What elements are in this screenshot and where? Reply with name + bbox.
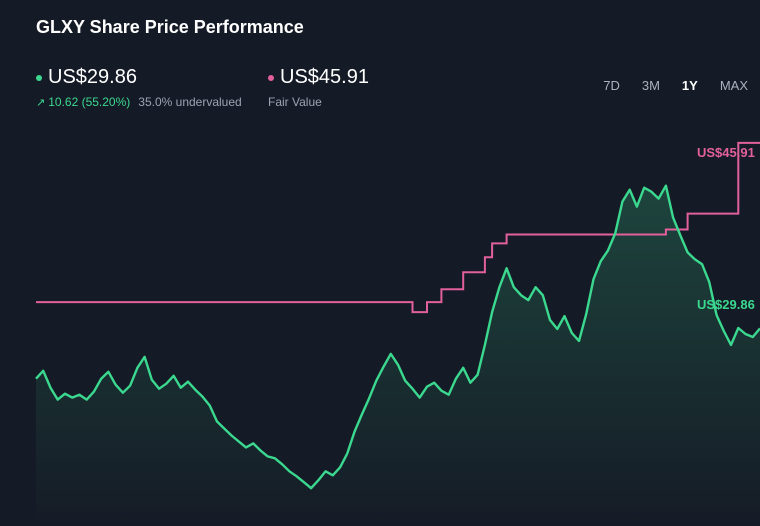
period-max[interactable]: MAX: [719, 78, 748, 93]
current-price: US$29.86: [48, 66, 137, 88]
fair-value-end-label: US$45.91: [697, 145, 755, 160]
period-selector: 7D 3M 1Y MAX: [603, 78, 748, 93]
period-3m[interactable]: 3M: [641, 78, 660, 93]
chart-title: GLXY Share Price Performance: [36, 17, 304, 37]
share-price-end-label: US$29.86: [697, 297, 755, 312]
fair-value-dot: [268, 74, 274, 81]
share-price-line: [35, 184, 760, 490]
price-change: ↗ 10.62 (55.20%): [36, 95, 130, 109]
fair-value-price: US$45.91: [280, 66, 369, 88]
period-7d[interactable]: 7D: [603, 78, 620, 93]
fair-value-block: US$45.91 Fair Value: [268, 66, 369, 109]
price-area-fill: [36, 185, 760, 526]
arrow-up-right-icon: ↗: [36, 96, 46, 109]
price-change-value: 10.62 (55.20%): [48, 95, 131, 109]
fair-value-line: [36, 141, 760, 314]
fair-value-label: Fair Value: [268, 95, 322, 109]
current-price-dot: [36, 74, 42, 81]
current-price-block: US$29.86 ↗ 10.62 (55.20%) 35.0% underval…: [36, 66, 242, 109]
period-1y[interactable]: 1Y: [681, 78, 698, 93]
valuation-note: 35.0% undervalued: [138, 95, 242, 109]
